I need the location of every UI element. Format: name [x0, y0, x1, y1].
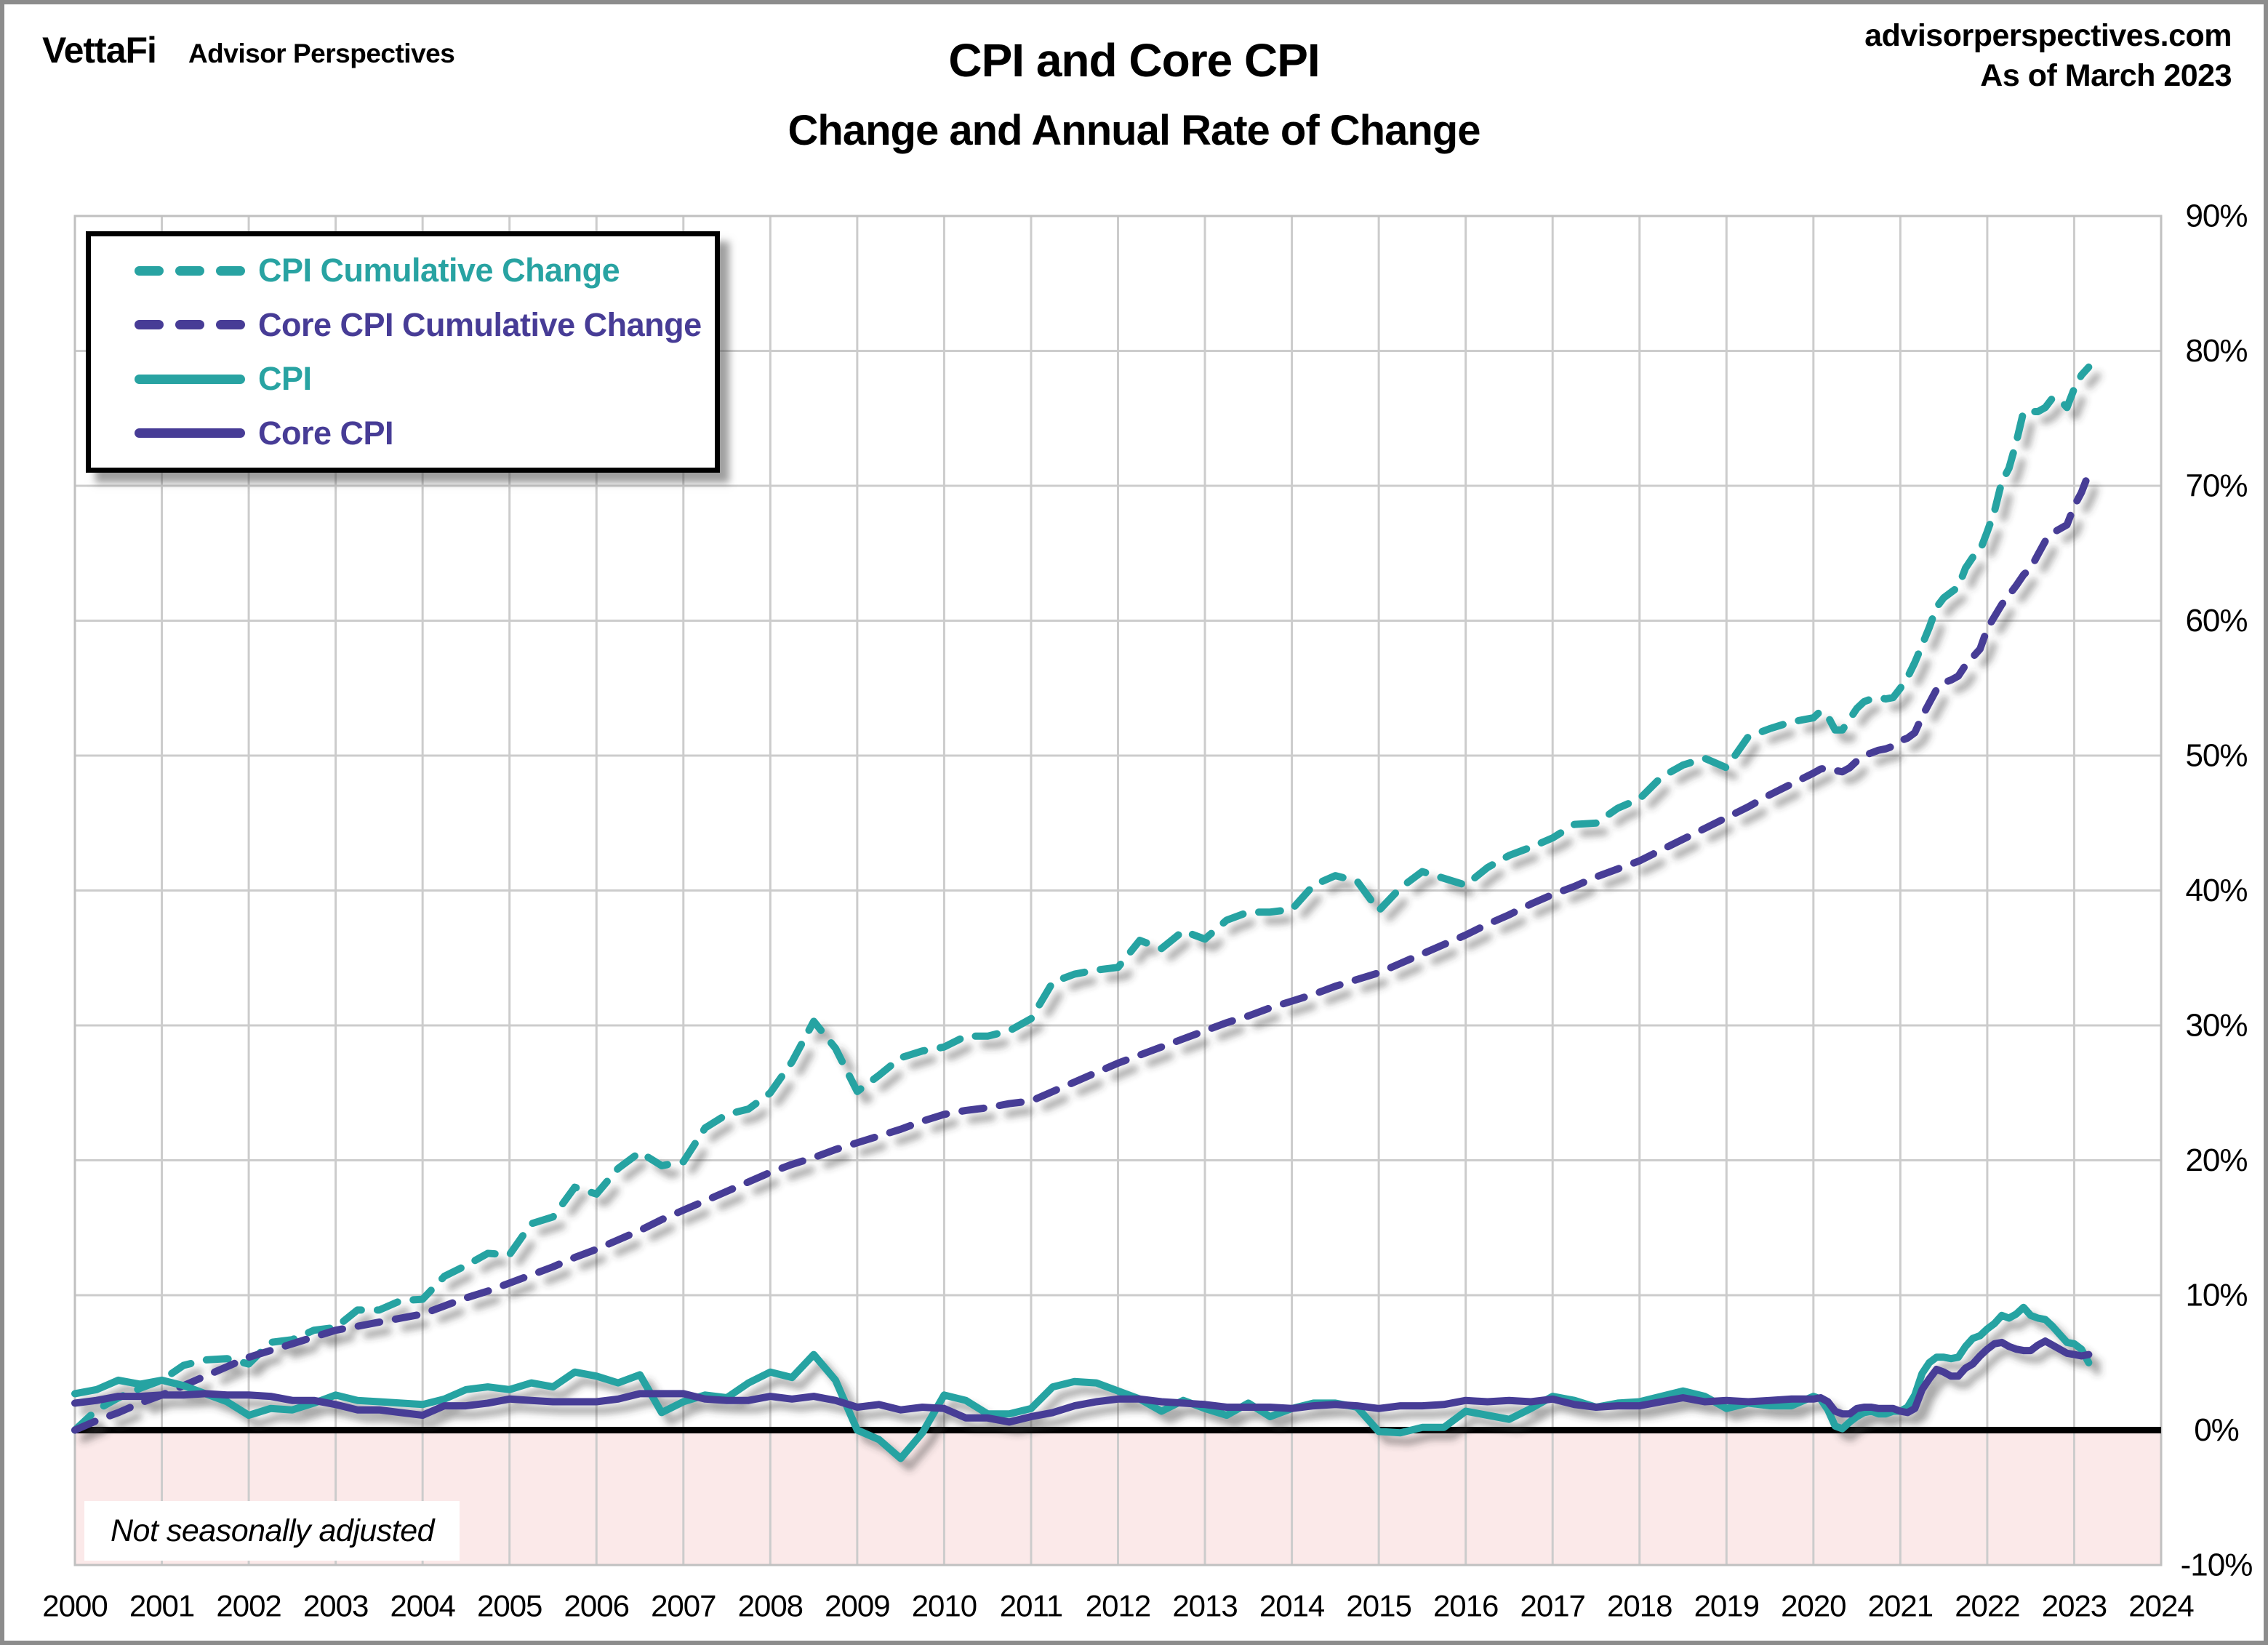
- swatch-dash: [216, 320, 245, 330]
- x-tick-label: 2022: [1955, 1589, 2019, 1623]
- y-tick-label: 30%: [2185, 1008, 2247, 1044]
- y-tick-label: 20%: [2185, 1142, 2247, 1178]
- axis-labels: 2000 2001 2002 2003 2004 2005 2006 2007 2008 2009…: [42, 199, 2253, 1623]
- dashed-line-swatch-icon: [135, 319, 245, 331]
- page-title: CPI and Core CPI: [948, 34, 1320, 87]
- legend: CPI Cumulative Change Core CPI Cumulativ…: [86, 231, 720, 473]
- page-subtitle: Change and Annual Rate of Change: [788, 107, 1481, 154]
- x-tick-label: 2017: [1520, 1589, 1584, 1623]
- x-tick-label: 2024: [2128, 1589, 2194, 1623]
- x-tick-label: 2004: [390, 1589, 455, 1623]
- x-tick-label: 2007: [651, 1589, 716, 1623]
- swatch-solid: [135, 374, 245, 384]
- y-tick-label: 0%: [2194, 1412, 2239, 1448]
- x-tick-label: 2002: [216, 1589, 281, 1623]
- x-tick-label: 2000: [42, 1589, 107, 1623]
- solid-line-swatch-icon: [135, 373, 245, 385]
- legend-item-cpi-cumulative: CPI Cumulative Change: [135, 245, 715, 296]
- x-tick-label: 2023: [2042, 1589, 2107, 1623]
- x-tick-label: 2006: [564, 1589, 629, 1623]
- chart-plot: 2000 2001 2002 2003 2004 2005 2006 2007 2008 2009…: [42, 199, 2253, 1623]
- x-tick-label: 2001: [129, 1589, 194, 1623]
- x-tick-label: 2005: [477, 1589, 542, 1623]
- y-tick-label: 40%: [2185, 873, 2247, 908]
- x-tick-label: 2020: [1781, 1589, 1846, 1623]
- legend-label: Core CPI Cumulative Change: [258, 305, 702, 343]
- x-tick-label: 2012: [1086, 1589, 1150, 1623]
- swatch-dash: [175, 265, 204, 276]
- x-tick-label: 2003: [303, 1589, 368, 1623]
- series-core-cpi: [71, 1337, 2093, 1426]
- note-box: Not seasonally adjusted: [84, 1501, 460, 1561]
- swatch-dash: [135, 265, 164, 276]
- y-tick-label: 10%: [2185, 1278, 2247, 1313]
- dashed-line-swatch-icon: [135, 265, 245, 276]
- swatch-dash: [175, 320, 204, 330]
- advisor-perspectives-label: Advisor Perspectives: [188, 39, 455, 68]
- y-tick-label: -10%: [2181, 1548, 2253, 1583]
- x-tick-label: 2008: [738, 1589, 803, 1623]
- legend-item-core-cpi: Core CPI: [135, 408, 715, 459]
- legend-item-cpi: CPI: [135, 353, 715, 404]
- as-of-date: As of March 2023: [1980, 58, 2232, 93]
- y-tick-label: 90%: [2185, 199, 2247, 234]
- solid-line-swatch-icon: [135, 428, 245, 439]
- x-tick-label: 2019: [1694, 1589, 1759, 1623]
- vettafi-logo: VettaFi Advisor Perspectives: [42, 29, 455, 71]
- series-cpi-cumulative-change: [71, 363, 2093, 1434]
- y-tick-label: 50%: [2185, 738, 2247, 774]
- note-text: Not seasonally adjusted: [111, 1513, 435, 1548]
- x-tick-label: 2016: [1433, 1589, 1498, 1623]
- x-tick-label: 2013: [1172, 1589, 1237, 1623]
- y-tick-label: 80%: [2185, 333, 2247, 369]
- x-tick-label: 2021: [1868, 1589, 1933, 1623]
- vettafi-logo-text: VettaFi: [42, 30, 157, 71]
- series-core-cpi-cumulative-change: [71, 470, 2093, 1434]
- source-site: advisorperspectives.com: [1864, 18, 2232, 53]
- x-tick-label: 2010: [912, 1589, 977, 1623]
- x-tick-label: 2018: [1607, 1589, 1672, 1623]
- x-tick-label: 2009: [825, 1589, 889, 1623]
- legend-label: CPI: [258, 360, 312, 398]
- legend-label: CPI Cumulative Change: [258, 252, 620, 289]
- y-tick-label: 70%: [2185, 468, 2247, 504]
- swatch-solid: [135, 428, 245, 439]
- x-tick-label: 2011: [1000, 1589, 1062, 1623]
- plot-border: [73, 215, 2163, 1566]
- y-tick-label: 60%: [2185, 603, 2247, 639]
- source-block: advisorperspectives.com As of March 2023: [1864, 16, 2232, 96]
- legend-label: Core CPI: [258, 414, 394, 452]
- legend-item-core-cpi-cumulative: Core CPI Cumulative Change: [135, 300, 715, 351]
- x-tick-label: 2014: [1259, 1589, 1325, 1623]
- data-series: [71, 363, 2093, 1462]
- x-tick-label: 2015: [1346, 1589, 1411, 1623]
- swatch-dash: [216, 265, 245, 276]
- swatch-dash: [135, 320, 164, 330]
